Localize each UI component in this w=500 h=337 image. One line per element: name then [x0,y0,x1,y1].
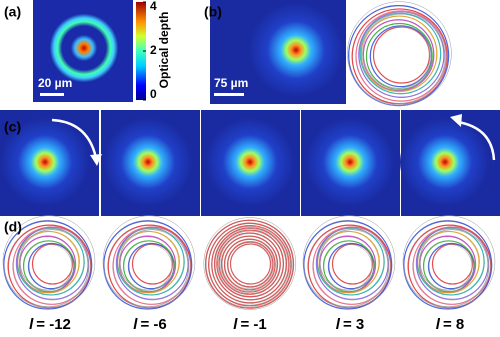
panel-label: (a) [4,4,21,20]
phase-contour-faint [402,215,496,308]
phase-contour [220,235,279,293]
phase-contour-faint [416,229,488,301]
l-label: l = -1 [233,316,266,333]
arrow-head [450,114,462,127]
scale-bar [40,93,64,96]
phase-contour [204,219,295,309]
panel-label: (b) [204,4,222,20]
phase-contour [365,22,433,90]
phase-contour [218,232,281,295]
l-label: l = 3 [336,316,364,333]
l-value: = -6 [140,316,166,333]
phase-contour [216,229,285,298]
l-label: l = -12 [29,316,71,333]
l-symbol: l [336,316,341,333]
phase-contour [403,220,493,310]
phase-contour-faint [302,215,396,308]
intensity-blob [400,117,490,207]
panel-label: (c) [4,119,21,135]
phase-contour-faint [316,229,388,301]
phase-contour [229,243,272,285]
phase-contour [211,225,290,304]
colorbar-tick-label: 0 [150,87,157,101]
phase-contour-faint [102,215,196,308]
panel-label: (d) [4,219,22,235]
phase-contour-faint [2,215,96,308]
phase-contour [227,241,274,288]
l-value: = -12 [36,316,71,333]
rotation-arrow [51,118,98,159]
phase-contour [223,238,276,291]
l-symbol: l [233,316,238,333]
phase-contour [303,220,393,310]
phase-contour [207,222,292,307]
intensity-blob [103,117,193,207]
phase-contour-faint [227,242,273,287]
l-symbol: l [436,316,441,333]
phase-contour [213,227,288,301]
phase-contour-faint [203,217,297,310]
phase-contour [362,19,435,92]
l-label: l = -6 [133,316,166,333]
l-label: l = 8 [436,316,464,333]
phase-contour-faint [224,239,275,290]
intensity-blob [0,117,90,207]
scale-bar [214,93,244,96]
phase-contour-faint [16,229,88,301]
colorbar [136,2,146,100]
l-symbol: l [29,316,34,333]
colorbar-label: Optical depth [157,12,171,89]
scale-bar-label: 20 µm [38,76,72,90]
phase-contour [351,8,448,105]
l-value: = -1 [240,316,266,333]
colorbar-tick-label: 2 [150,43,157,57]
atom-ring [40,4,128,92]
scale-bar-label: 75 µm [214,76,248,90]
l-value: = 3 [343,316,364,333]
arrow-head [90,154,102,166]
phase-contour [369,25,432,88]
phase-contour-faint [116,229,188,301]
intensity-blob [205,117,295,207]
phase-contour [372,26,431,84]
l-symbol: l [133,316,138,333]
l-value: = 8 [443,316,464,333]
phase-contour [103,220,193,310]
intensity-blob [305,117,395,207]
intensity-blob [248,2,344,98]
colorbar-tick-label: 4 [150,0,157,13]
phase-contour-faint [347,1,452,106]
rotation-arrow [457,120,496,161]
phase-contour [3,220,93,310]
